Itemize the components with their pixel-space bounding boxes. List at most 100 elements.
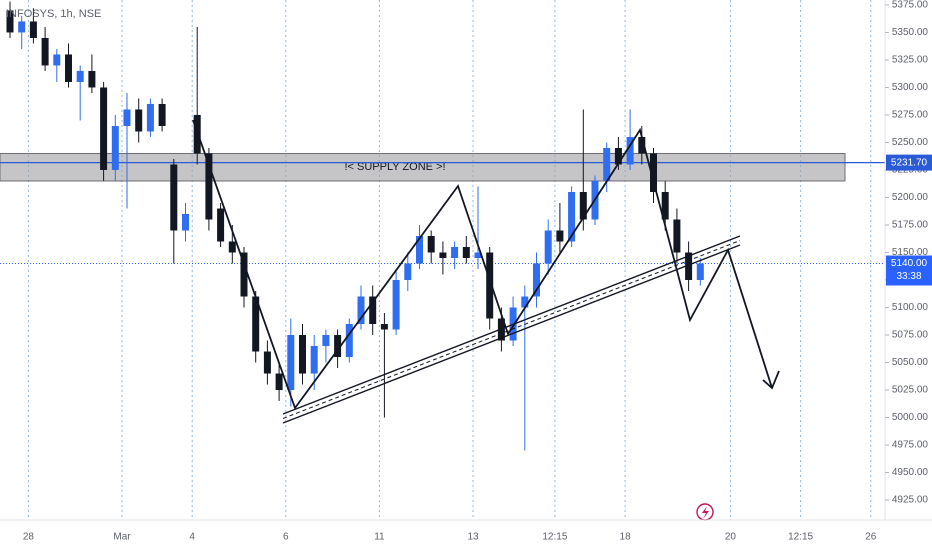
y-tick-label: 4950.00 — [892, 467, 929, 478]
candle-body — [322, 335, 330, 347]
candle-body — [451, 246, 459, 259]
arrow-head — [762, 370, 780, 390]
y-tick-label: 5275.00 — [892, 110, 929, 121]
last-price-label: 5140.00 — [891, 258, 928, 269]
y-tick-label: 5150.00 — [892, 247, 929, 258]
candle-body — [357, 296, 365, 325]
x-tick-label: 13 — [467, 532, 479, 543]
y-tick-label: 5375.00 — [892, 0, 929, 11]
candle-body — [111, 125, 119, 170]
x-tick-label: 18 — [620, 532, 632, 543]
candle-body — [252, 296, 260, 352]
x-tick-label: Mar — [113, 532, 131, 543]
y-tick-label: 5100.00 — [892, 302, 929, 313]
candle-body — [486, 252, 494, 319]
y-tick-label: 5000.00 — [892, 412, 929, 423]
candles — [6, 1, 704, 451]
candle-body — [65, 54, 72, 82]
candle-body — [334, 335, 342, 358]
candle-body — [76, 70, 84, 82]
candle-body — [521, 296, 529, 308]
candle-body — [568, 191, 576, 242]
x-tick-label: 4 — [189, 532, 195, 543]
candle-body — [123, 109, 131, 126]
y-tick-label: 5350.00 — [892, 27, 929, 38]
candle-body — [158, 103, 166, 126]
channel-line — [282, 235, 741, 415]
candle-body — [556, 230, 564, 242]
alert-bolt[interactable] — [702, 506, 709, 519]
alert-icon[interactable] — [696, 503, 714, 521]
candle-body — [299, 335, 306, 374]
candle-body — [41, 37, 49, 66]
candle-body — [404, 263, 412, 281]
candle-body — [310, 346, 318, 374]
candle-body — [661, 191, 669, 220]
candle-body — [369, 296, 377, 325]
candle-body — [380, 324, 388, 330]
countdown: 33:38 — [896, 271, 921, 282]
candle-body — [638, 136, 646, 154]
candle-body — [673, 219, 681, 253]
candle-body — [100, 87, 108, 170]
candle-body — [696, 263, 704, 281]
axes: 5375.00 5350.00 5325.00 5300.00 5275.00 5250.… — [23, 0, 932, 543]
y-tick-label: 5200.00 — [892, 192, 929, 203]
y-tick-label: 5325.00 — [892, 55, 929, 66]
y-tick-label: 5075.00 — [892, 330, 929, 341]
candle-body — [146, 103, 154, 132]
x-tick-label: 26 — [865, 532, 877, 543]
y-tick-label: 5250.00 — [892, 137, 929, 148]
candle-body — [650, 153, 657, 192]
x-tick-label: 11 — [374, 532, 385, 543]
channel-line — [282, 244, 741, 424]
candle-body — [579, 191, 587, 220]
supply-zone — [0, 152, 846, 182]
y-tick-label: 5300.00 — [892, 82, 929, 93]
supply-zone-label: !< SUPPLY ZONE >! — [344, 161, 445, 173]
price-line-label: 5231.70 — [891, 157, 928, 168]
candle-body — [18, 21, 26, 33]
y-tick-label: 4975.00 — [892, 440, 929, 451]
candle-body — [53, 54, 61, 66]
x-tick-label: 28 — [23, 532, 35, 543]
candle-body — [275, 373, 283, 391]
candle-body — [217, 208, 225, 242]
candle-body — [228, 241, 236, 253]
drawings — [192, 119, 780, 424]
y-tick-label: 5050.00 — [892, 357, 929, 368]
candle-body — [685, 252, 693, 281]
y-tick-label: 4925.00 — [892, 495, 929, 506]
candle-body — [614, 147, 622, 165]
candle-body — [205, 153, 213, 220]
y-tick-label: 5025.00 — [892, 385, 929, 396]
candle-body — [392, 280, 400, 330]
candle-body — [240, 252, 248, 297]
last-price-tag — [886, 255, 932, 286]
x-tick-label: 12:15 — [788, 532, 813, 543]
candle-body — [462, 246, 470, 259]
candle-body — [263, 351, 271, 374]
zone: !< SUPPLY ZONE >! — [0, 152, 885, 265]
candle-body — [345, 324, 353, 358]
candle-body — [135, 109, 143, 132]
candle-body — [544, 230, 552, 264]
candle-body — [603, 147, 611, 181]
y-tick-label: 5175.00 — [892, 220, 929, 231]
x-tick-label: 20 — [725, 532, 737, 543]
candle-body — [287, 335, 295, 391]
candle-body — [182, 213, 189, 231]
x-tick-label: 6 — [283, 532, 289, 543]
candle-body — [88, 70, 96, 88]
candle-body — [416, 235, 423, 264]
candle-body — [29, 21, 37, 38]
candle-body — [533, 263, 540, 297]
candle-body — [626, 136, 634, 165]
x-tick-label: 12:15 — [542, 532, 567, 543]
zigzag — [192, 119, 773, 410]
price-line-tag — [886, 154, 932, 171]
channel-mid — [282, 240, 741, 419]
candle-body — [170, 164, 178, 231]
